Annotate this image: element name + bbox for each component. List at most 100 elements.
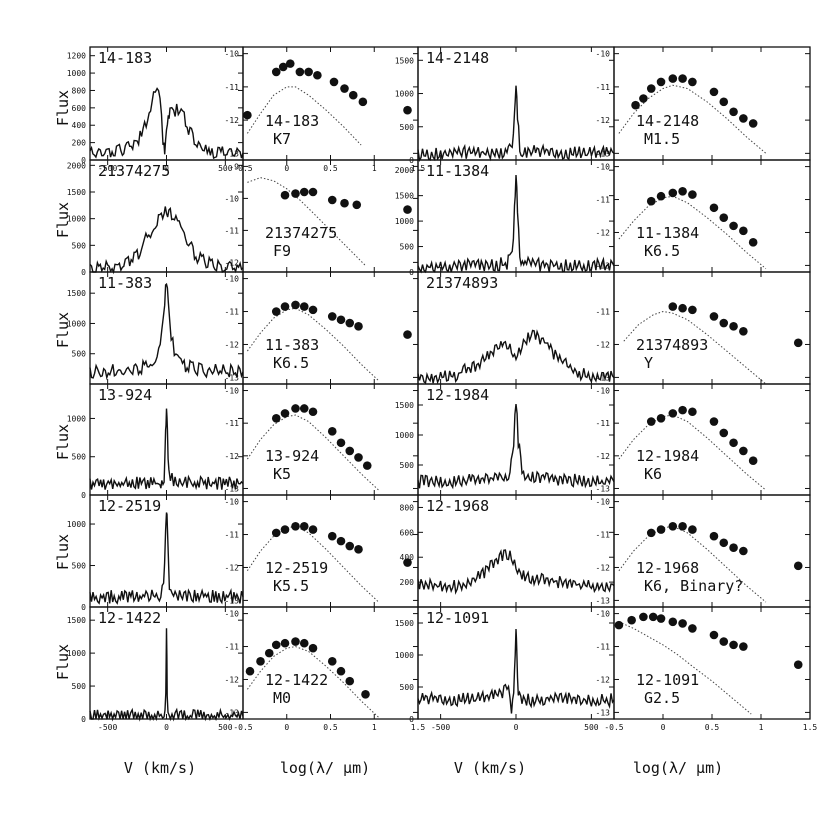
sed-point [739, 642, 748, 651]
y-tick-label: 500 [400, 123, 415, 132]
y-tick-label: 500 [400, 683, 415, 692]
sed-point [354, 545, 363, 554]
sed-point [278, 62, 288, 72]
x-tick-label: 0.5 [705, 723, 720, 732]
sed-point [245, 666, 255, 676]
y-tick-label: -13 [596, 149, 611, 158]
sed-point [280, 190, 290, 200]
sed-point [729, 221, 738, 231]
sed-xlabel-col-2: log(λ/ μm) [280, 759, 370, 777]
object-name-label: 14-2148 [426, 49, 489, 67]
sed-point [668, 617, 678, 627]
sed-point [280, 409, 290, 418]
sed-point [243, 110, 252, 120]
sed-point [327, 427, 337, 436]
model-curve [247, 177, 366, 266]
panel-velocity-12-1091: 0 500 1000 1500 -500 0 500 12-1091 [395, 606, 615, 732]
sed-point [291, 189, 300, 198]
y-tick-label: -10 [225, 387, 240, 396]
sed-point [668, 409, 678, 418]
sed-point [709, 203, 719, 213]
sed-point [793, 660, 803, 669]
object-name-label: 13-924 [265, 447, 319, 465]
y-tick-label: 0 [81, 268, 86, 277]
sed-point [656, 614, 666, 623]
y-tick-label: -10 [225, 194, 240, 203]
sed-point [748, 238, 758, 247]
y-tick-label: 500 [400, 243, 415, 252]
y-tick-label: 500 [400, 461, 415, 470]
model-curve [246, 414, 379, 491]
sed-point [308, 187, 318, 197]
y-tick-label: -10 [596, 163, 611, 172]
x-tick-label: 0 [284, 164, 289, 173]
sed-point [271, 307, 281, 316]
sed-point [340, 84, 349, 93]
sed-point [348, 90, 358, 100]
y-tick-label: 1000 [67, 215, 86, 224]
sed-point [656, 413, 666, 423]
object-name-label: 11-383 [98, 274, 152, 292]
sed-point [719, 637, 729, 646]
y-tick-label: 1200 [67, 52, 86, 61]
sed-point [345, 676, 355, 686]
panel-frame [242, 271, 419, 385]
panel-velocity-21374275: 0 500 1000 1500 2000 21374275 [67, 159, 244, 277]
y-tick-label: -11 [225, 226, 240, 235]
sed-point [327, 657, 337, 666]
object-name-label: 12-2519 [265, 559, 328, 577]
y-tick-label: -13 [225, 708, 240, 717]
x-tick-label: 0.5 [323, 723, 338, 732]
sed-point [299, 302, 309, 311]
panel-frame [242, 494, 419, 608]
x-tick-label: 0.5 [323, 164, 338, 173]
y-tick-label: 1500 [67, 188, 86, 197]
sed-point [688, 190, 697, 199]
sed-point [729, 322, 738, 331]
x-tick-label: 500 [218, 164, 233, 173]
sed-point [291, 637, 300, 646]
sed-point [729, 438, 738, 448]
y-tick-label: 1500 [67, 616, 86, 625]
y-tick-label: 1500 [395, 401, 414, 410]
sed-point [340, 198, 349, 208]
panel-velocity-21374893: 21374893 [417, 271, 615, 385]
spectral-type-label: K6 [644, 465, 662, 483]
sed-point [719, 97, 729, 107]
x-tick-label: -500 [98, 723, 117, 732]
x-tick-label: 0 [661, 723, 666, 732]
y-tick-label: 0 [81, 715, 86, 724]
sed-point [793, 338, 803, 348]
sed-point [668, 302, 678, 311]
y-tick-label: 600 [72, 104, 87, 113]
sed-point [327, 531, 337, 541]
sed-point [739, 114, 748, 123]
sed-point [648, 612, 658, 622]
sed-point [403, 330, 412, 339]
y-tick-label: 1500 [395, 192, 414, 201]
object-name-label: 12-1984 [426, 386, 489, 404]
y-tick-label: -11 [596, 83, 611, 92]
y-tick-label: -10 [225, 275, 240, 284]
x-tick-label: 1.5 [803, 723, 818, 732]
sed-point [668, 188, 678, 198]
sed-point [352, 200, 362, 210]
y-tick-label: -12 [225, 675, 240, 684]
panel-frame [242, 159, 419, 273]
object-name-label: 14-183 [98, 49, 152, 67]
sed-point [304, 67, 313, 77]
y-tick-label: -12 [596, 340, 611, 349]
object-name-label: 12-1091 [426, 609, 489, 627]
sed-point [709, 630, 719, 640]
panel-velocity-12-1422: 0 500 1000 1500 -500 0 500 12-1422 [67, 606, 244, 732]
spectral-type-label: Y [644, 354, 653, 372]
sed-point [295, 67, 305, 77]
y-tick-label: 0 [81, 603, 86, 612]
y-tick-label: 200 [400, 578, 415, 587]
sed-point [709, 417, 719, 426]
sed-point [280, 302, 290, 311]
model-curve [246, 86, 362, 146]
